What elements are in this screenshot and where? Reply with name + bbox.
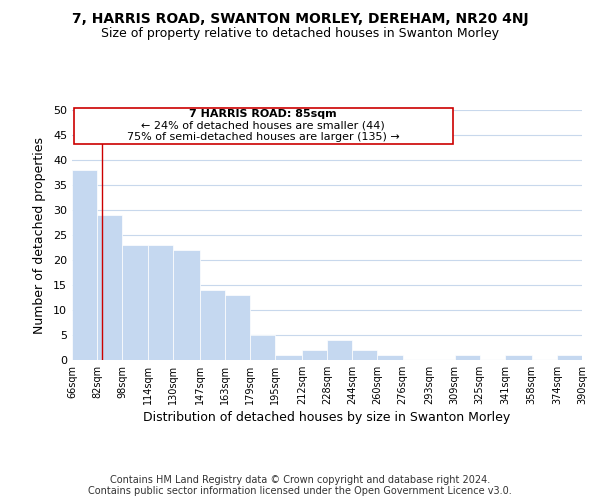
Text: 7, HARRIS ROAD, SWANTON MORLEY, DEREHAM, NR20 4NJ: 7, HARRIS ROAD, SWANTON MORLEY, DEREHAM,… bbox=[71, 12, 529, 26]
X-axis label: Distribution of detached houses by size in Swanton Morley: Distribution of detached houses by size … bbox=[143, 411, 511, 424]
FancyBboxPatch shape bbox=[74, 108, 453, 144]
Bar bbox=[455, 355, 479, 360]
Text: Size of property relative to detached houses in Swanton Morley: Size of property relative to detached ho… bbox=[101, 28, 499, 40]
Y-axis label: Number of detached properties: Number of detached properties bbox=[33, 136, 46, 334]
Text: ← 24% of detached houses are smaller (44): ← 24% of detached houses are smaller (44… bbox=[142, 121, 385, 131]
Bar bbox=[327, 340, 352, 360]
Bar bbox=[557, 355, 582, 360]
Bar bbox=[275, 355, 302, 360]
Text: 7 HARRIS ROAD: 85sqm: 7 HARRIS ROAD: 85sqm bbox=[190, 109, 337, 119]
Bar bbox=[377, 355, 403, 360]
Text: Contains HM Land Registry data © Crown copyright and database right 2024.: Contains HM Land Registry data © Crown c… bbox=[110, 475, 490, 485]
Bar bbox=[352, 350, 377, 360]
Bar bbox=[302, 350, 327, 360]
Bar bbox=[97, 215, 122, 360]
Bar bbox=[505, 355, 532, 360]
Bar bbox=[224, 295, 250, 360]
Text: 75% of semi-detached houses are larger (135) →: 75% of semi-detached houses are larger (… bbox=[127, 132, 400, 142]
Bar bbox=[199, 290, 224, 360]
Bar bbox=[173, 250, 199, 360]
Bar bbox=[250, 335, 275, 360]
Bar bbox=[148, 245, 173, 360]
Text: Contains public sector information licensed under the Open Government Licence v3: Contains public sector information licen… bbox=[88, 486, 512, 496]
Bar bbox=[72, 170, 97, 360]
Bar bbox=[122, 245, 148, 360]
